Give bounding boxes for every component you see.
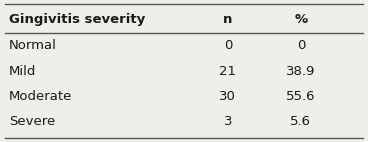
Text: n: n — [223, 13, 233, 26]
Text: 55.6: 55.6 — [286, 90, 316, 103]
Text: 21: 21 — [219, 64, 236, 78]
Text: Moderate: Moderate — [9, 90, 72, 103]
Text: 30: 30 — [219, 90, 236, 103]
Text: 0: 0 — [297, 39, 305, 52]
Text: Severe: Severe — [9, 115, 55, 128]
Text: Normal: Normal — [9, 39, 57, 52]
Text: %: % — [294, 13, 307, 26]
Text: 5.6: 5.6 — [290, 115, 311, 128]
Text: 3: 3 — [224, 115, 232, 128]
Text: 38.9: 38.9 — [286, 64, 315, 78]
Text: Gingivitis severity: Gingivitis severity — [9, 13, 145, 26]
Text: 0: 0 — [224, 39, 232, 52]
Text: Mild: Mild — [9, 64, 36, 78]
